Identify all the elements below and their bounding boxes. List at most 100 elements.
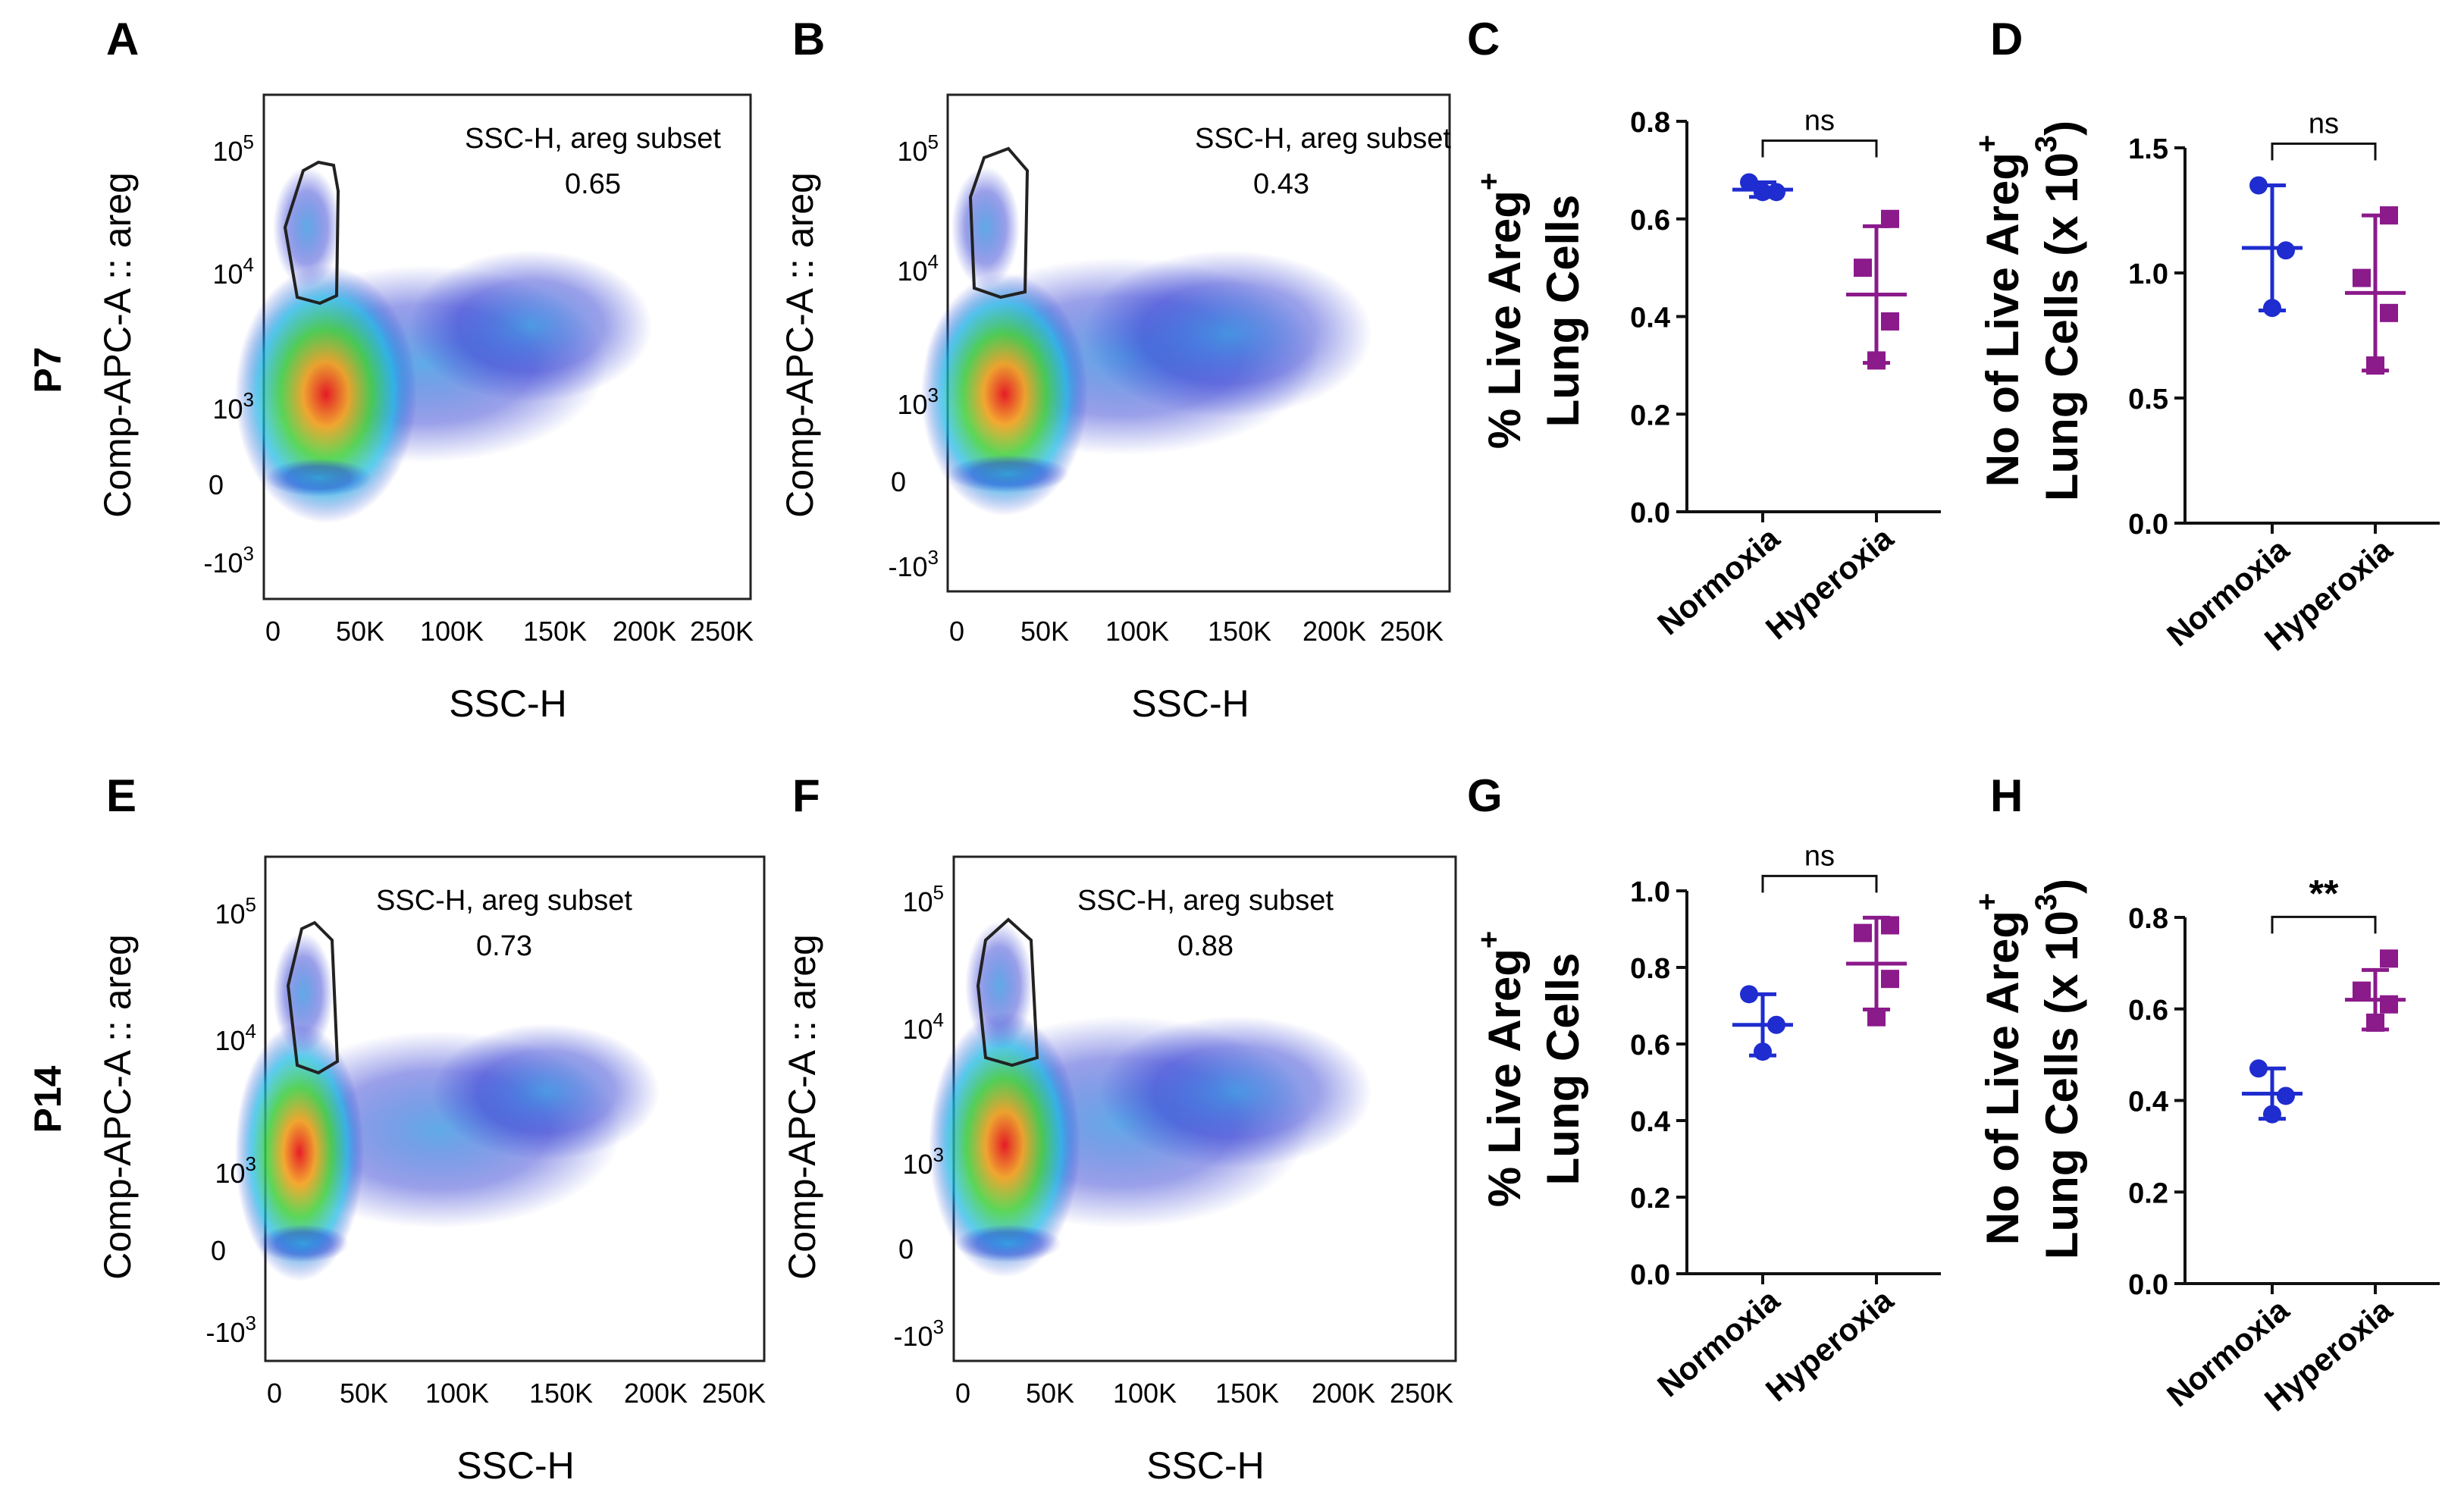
significance-bracket xyxy=(2271,143,2377,161)
x-tick-label: 100K xyxy=(420,616,484,647)
x-tick-label: 50K xyxy=(1026,1378,1074,1409)
y-tick-label: 0.4 xyxy=(1630,1106,1670,1138)
significance-label: ** xyxy=(2309,872,2339,914)
density-ellipse xyxy=(432,1024,660,1160)
x-tick-label: 200K xyxy=(624,1378,688,1409)
data-point xyxy=(1881,916,1899,935)
flow-panel-e: E SSC-H, areg subset 0.73 105 104 103 0 … xyxy=(96,770,766,1487)
gate-outline xyxy=(968,146,1030,299)
significance-bracket xyxy=(1761,139,1878,158)
x-ticks: 0 50K 100K 150K 200K 250K xyxy=(265,616,754,647)
data-point xyxy=(1754,183,1772,202)
x-tick-label: 100K xyxy=(425,1378,489,1409)
data-point xyxy=(1754,1042,1772,1061)
y-axis-label: Comp-APC-A :: areg xyxy=(96,172,139,518)
panel-letter-e: E xyxy=(106,770,136,821)
y-tick-label: 104 xyxy=(902,1008,944,1045)
x-tick-label: 50K xyxy=(1020,616,1069,647)
y-tick-label: 0.8 xyxy=(2128,903,2168,935)
density-ellipse xyxy=(965,921,1033,1050)
y-axis-label: Comp-APC-A :: areg xyxy=(781,934,823,1280)
y-tick-label: 0.2 xyxy=(1630,1183,1670,1215)
y-tick-label: 0 xyxy=(891,466,906,497)
x-axis-label: SSC-H xyxy=(1131,682,1249,725)
y-axis-label-line2: Lung Cells xyxy=(1538,195,1588,428)
panel-letter-d: D xyxy=(1990,14,2023,64)
density-ellipse xyxy=(235,265,417,523)
gate-outline xyxy=(286,920,340,1075)
data-point xyxy=(1854,259,1872,277)
y-tick-label: 103 xyxy=(212,388,254,425)
density-ellipse xyxy=(921,273,1088,516)
y-tick-label: 0 xyxy=(211,1235,226,1266)
flow-density-cloud xyxy=(235,167,652,523)
y-tick-label: 103 xyxy=(215,1152,256,1189)
x-tick-label: 250K xyxy=(1380,616,1444,647)
x-tick-label: 200K xyxy=(613,616,676,647)
y-tick-label: 0.2 xyxy=(1630,400,1670,431)
x-ticks: 0 50K 100K 150K 200K 250K xyxy=(955,1378,1453,1409)
data-point xyxy=(2263,1105,2281,1124)
panel-letter-h: H xyxy=(1990,770,2023,821)
y-tick-label: 0.0 xyxy=(2128,509,2168,541)
density-ellipse xyxy=(948,455,1069,493)
significance-label: ns xyxy=(1804,105,1835,136)
y-tick-label: 0.6 xyxy=(1630,1030,1670,1061)
y-tick-label: -103 xyxy=(206,1312,257,1348)
y-axis-label-line2: Lung Cells (x 103) xyxy=(2030,121,2087,501)
y-axis-label: Comp-APC-A :: areg xyxy=(96,934,139,1280)
data-point xyxy=(2249,1059,2268,1078)
y-tick-label: 0.4 xyxy=(1630,303,1670,334)
x-axis-label: SSC-H xyxy=(456,1444,575,1487)
density-ellipse xyxy=(235,1024,364,1281)
y-tick-label: 0.2 xyxy=(2128,1177,2168,1209)
x-tick-label: 200K xyxy=(1312,1378,1375,1409)
significance-label: ns xyxy=(2309,108,2339,140)
y-tick-label: 0.6 xyxy=(1630,205,1670,237)
x-tick-label: 0 xyxy=(949,616,964,647)
y-tick-label: 103 xyxy=(897,384,939,420)
density-ellipse xyxy=(273,167,341,288)
y-tick-label: 0.0 xyxy=(1630,1259,1670,1291)
data-point xyxy=(1881,970,1899,989)
y-tick-label: 0.5 xyxy=(2128,384,2168,415)
y-axis-label: % Live Areg+ xyxy=(1472,931,1530,1208)
data-point xyxy=(1740,985,1758,1004)
y-tick-label: 104 xyxy=(212,253,254,290)
density-ellipse xyxy=(409,250,652,402)
density-ellipse xyxy=(273,933,334,1054)
data-point xyxy=(2380,949,2398,968)
significance-bracket xyxy=(2271,915,2377,934)
gate-label: SSC-H, areg subset xyxy=(376,885,632,917)
gate-label: SSC-H, areg subset xyxy=(1195,123,1451,155)
dot-plot-d: D No of Live Areg+ Lung Cells (x 103) 0.… xyxy=(1970,14,2440,657)
y-tick-label: 0 xyxy=(208,469,224,500)
panel-letter-g: G xyxy=(1467,770,1503,821)
panel-letter-f: F xyxy=(792,770,820,821)
data-point xyxy=(2249,176,2268,195)
y-tick-label: 105 xyxy=(212,130,254,167)
x-tick-label: 50K xyxy=(336,616,384,647)
flow-density-cloud xyxy=(235,933,660,1281)
x-tick-label: 0 xyxy=(955,1378,970,1409)
y-tick-label: 105 xyxy=(215,893,256,930)
density-ellipse xyxy=(951,167,1020,288)
y-tick-label: -103 xyxy=(894,1315,945,1352)
gate-outline xyxy=(976,917,1039,1068)
y-tick-label: 0.8 xyxy=(1630,107,1670,139)
row-label-p14: P14 xyxy=(27,1065,69,1133)
y-tick-label: 105 xyxy=(897,130,939,167)
density-ellipse xyxy=(258,1224,349,1262)
gate-label: SSC-H, areg subset xyxy=(1077,885,1334,917)
x-tick-label: 0 xyxy=(267,1378,282,1409)
panel-letter-b: B xyxy=(792,14,825,64)
data-point xyxy=(2366,356,2384,375)
x-tick-label: 150K xyxy=(1215,1378,1279,1409)
dot-plot-h: H No of Live Areg+ Lung Cells (x 103) 0.… xyxy=(1970,770,2440,1418)
y-axis-label: % Live Areg+ xyxy=(1472,173,1530,450)
x-tick-label: 100K xyxy=(1105,616,1169,647)
x-tick-label: 0 xyxy=(265,616,281,647)
gate-value: 0.88 xyxy=(1177,930,1234,962)
dot-plot-c: C % Live Areg+ Lung Cells 0.0 0.2 0.4 0.6 0.… xyxy=(1467,14,1941,646)
y-tick-label: 1.0 xyxy=(1630,876,1670,908)
